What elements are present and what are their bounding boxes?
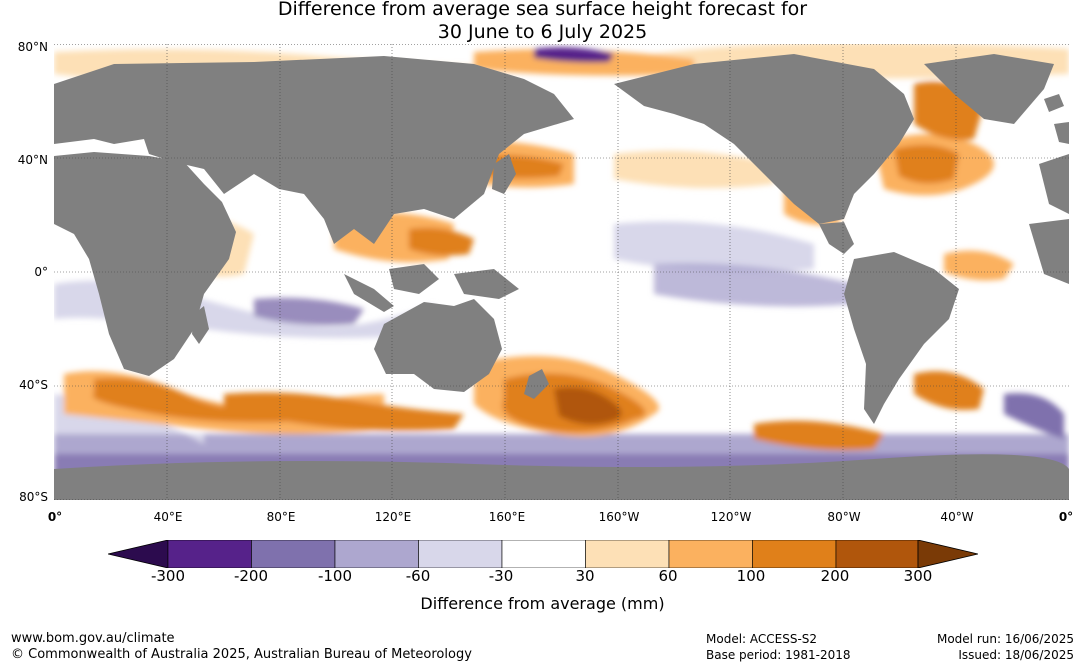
land-australia [374,299,502,392]
colorbar-label: Difference from average (mm) [420,594,665,613]
lat-label-40s: 40°S [19,378,48,392]
land-africa-edge [1029,219,1069,284]
lon-label-160w: 160°W [598,510,640,524]
title-line-2: 30 June to 6 July 2025 [437,21,648,43]
land-south-america [844,252,959,424]
lon-label-160e: 160°E [488,510,526,524]
land-north-america [614,54,914,224]
colorbar-tick-10: 300 [903,567,933,585]
colorbar [108,540,978,568]
colorbar-tick-8: 100 [736,567,766,585]
land-africa [54,152,236,376]
colorbar-tick-5: -30 [488,567,514,585]
land-iceland [1044,94,1064,112]
colorbar-bin-8 [752,540,837,568]
land-masses [54,54,1069,500]
land-europe-edge [1039,154,1069,214]
colorbar-bin-4 [418,540,503,568]
colorbar-bin-7 [668,540,753,568]
lat-label-80s: 80°S [19,490,48,504]
lon-label-40w: 40°W [940,510,974,524]
colorbar-extend-low [108,540,169,568]
land-sumatra [344,274,394,312]
land-central-america [819,222,854,254]
lat-label-0: 0° [34,265,48,279]
colorbar-bin-9 [835,540,919,568]
lon-label-120e: 120°E [374,510,412,524]
land-madagascar [192,306,209,344]
base-period: Base period: 1981-2018 [706,648,851,662]
land-eurasia [54,56,574,244]
colorbar-tick-6: 30 [575,567,595,585]
land-antarctica [54,454,1069,500]
title-line-1: Difference from average sea surface heig… [277,0,808,20]
sea-height-map [54,44,1069,500]
land-greenland [924,54,1054,124]
land-new-guinea [454,269,519,299]
lat-label-80n: 80°N [17,40,48,54]
colorbar-bin-2 [251,540,336,568]
lon-label-80e: 80°E [266,510,296,524]
website-link[interactable]: www.bom.gov.au/climate [11,631,175,646]
copyright-text: © Commonwealth of Australia 2025, Austra… [11,647,472,662]
land-japan [492,154,516,194]
land-new-zealand [524,369,549,399]
colorbar-tick-4: -60 [405,567,431,585]
graticule [54,44,1069,500]
land-borneo [389,264,439,294]
model-name: Model: ACCESS-S2 [706,632,818,646]
lon-label-0-left: 0° [47,510,63,524]
lon-label-120w: 120°W [710,510,752,524]
colorbar-tick-7: 60 [658,567,678,585]
colorbar-bin-1 [167,540,252,568]
colorbar-bin-6 [585,540,670,568]
colorbar-bin-5 [501,540,586,568]
colorbar-tick-9: 200 [820,567,850,585]
lon-label-80w: 80°W [827,510,861,524]
lon-label-40e: 40°E [153,510,183,524]
land-uk [1054,122,1069,144]
colorbar-extend-high [917,540,978,568]
issued-date: Issued: 18/06/2025 [958,648,1074,662]
colorbar-bin-3 [334,540,419,568]
colorbar-tick-3: -100 [317,567,353,585]
land-scandinavia [94,64,149,114]
lon-label-0-right: 0° [1058,510,1074,524]
model-run-date: Model run: 16/06/2025 [936,632,1074,646]
colorbar-tick-1: -300 [150,567,186,585]
colorbar-tick-2: -200 [233,567,269,585]
lat-label-40n: 40°N [17,153,48,167]
map-title: Difference from average sea surface heig… [0,0,1085,44]
